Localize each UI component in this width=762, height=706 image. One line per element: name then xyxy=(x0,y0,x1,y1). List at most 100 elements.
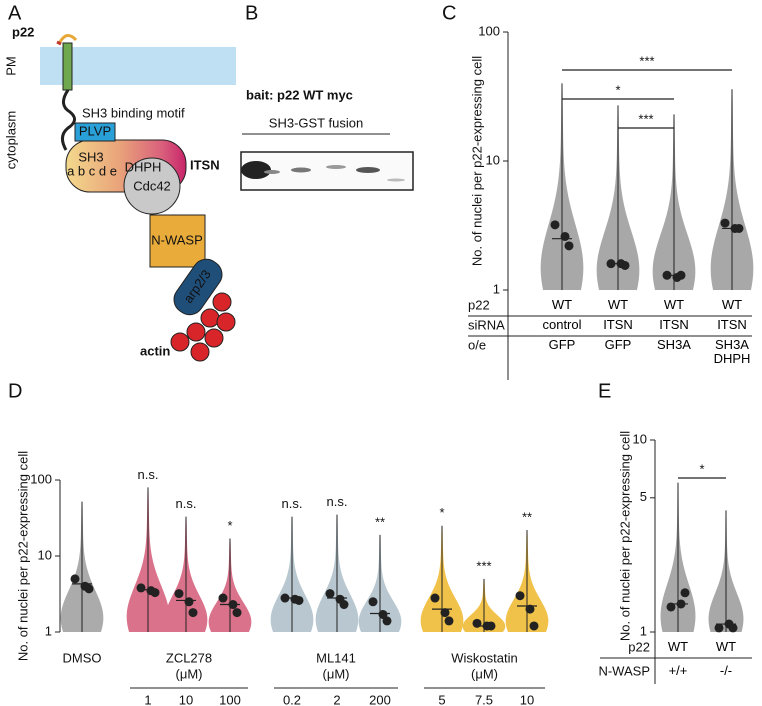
table-cell: ITSN xyxy=(717,318,747,332)
table-cell: WT xyxy=(667,640,689,654)
replicate-dot xyxy=(550,220,560,230)
bracket-label: * xyxy=(615,82,620,97)
y-tick-label: 10 xyxy=(38,547,52,562)
table-cell-box: WT xyxy=(667,640,689,654)
x-tick-label: 2 xyxy=(333,692,340,706)
table-cell-box: WT xyxy=(716,640,736,654)
panel-label: B xyxy=(245,2,258,24)
membrane xyxy=(40,47,236,85)
arp-box xyxy=(173,258,223,316)
table-cell-box: ITSN xyxy=(603,318,633,332)
nwasp-box xyxy=(149,214,206,268)
replicate-dot xyxy=(218,593,228,603)
significance: * xyxy=(227,518,232,533)
panel-label: E xyxy=(598,380,611,402)
y-tick-label: 10 xyxy=(633,431,647,446)
significance: n.s. xyxy=(327,494,348,509)
row-label: siRNA xyxy=(468,317,505,332)
replicate-dot xyxy=(486,621,496,631)
label: a b c d e xyxy=(67,163,117,178)
replicate-dot xyxy=(232,608,242,618)
significance: ** xyxy=(522,509,532,524)
replicate-dot xyxy=(515,591,525,601)
table-cell-box: +/+ xyxy=(669,664,688,678)
replicate-dot xyxy=(228,600,238,610)
table-cell-box: GFP xyxy=(548,338,576,352)
blot-panel: bait: p22 WT myc SH3-GST fusion xyxy=(240,87,414,191)
replicate-dot xyxy=(280,593,290,603)
replicate-dot xyxy=(430,593,440,603)
x-tick-label: 7.5 xyxy=(475,692,493,706)
replicate-dot xyxy=(150,588,160,598)
label: p22 xyxy=(12,24,34,39)
x-tick-label: 0.2 xyxy=(283,692,301,706)
x-tick-label: 10 xyxy=(520,692,534,706)
replicate-dot xyxy=(728,623,738,633)
row-label: p22 xyxy=(468,297,490,312)
table-cell-box: WT xyxy=(607,298,629,312)
group-unit: (μM) xyxy=(176,666,203,681)
label: SH3 binding motif xyxy=(82,105,185,120)
bands xyxy=(241,161,405,182)
table-cell: GFP xyxy=(604,338,632,352)
replicate-dot xyxy=(472,618,482,628)
table-cell: ITSN xyxy=(603,318,633,332)
y-tick-label: 1 xyxy=(640,623,647,638)
blot-title: bait: p22 WT myc xyxy=(246,87,353,102)
replicate-dot xyxy=(440,608,450,618)
y-tick-label: 1 xyxy=(45,623,52,638)
x-tick-label: 1 xyxy=(144,692,151,706)
x-tick-label: 200 xyxy=(369,692,391,706)
table-cell: WT xyxy=(663,298,685,312)
significance: n.s. xyxy=(282,496,303,511)
replicate-dot xyxy=(676,599,686,609)
actin-blobs xyxy=(170,292,236,362)
replicate-dot xyxy=(662,270,672,280)
y-axis-label: No. of nuclei per p22-expressing cell xyxy=(15,451,30,661)
table-cell: WT xyxy=(607,298,629,312)
label: actin xyxy=(140,343,170,358)
replicate-dot xyxy=(136,583,146,593)
label: DHPH xyxy=(125,159,162,174)
group-unit: (μM) xyxy=(471,666,498,681)
replicate-dot xyxy=(620,260,630,270)
table-cell: GFP xyxy=(548,338,576,352)
group-label: ML141 xyxy=(316,650,356,665)
replicate-dot xyxy=(84,584,94,594)
replicate-dot xyxy=(734,223,744,233)
y-tick-label: 100 xyxy=(30,471,52,486)
table-cell-box: SH3A DHPH xyxy=(714,338,751,366)
table-cell: SH3A xyxy=(657,338,691,352)
replicate-dot xyxy=(720,218,730,228)
significance: ** xyxy=(375,514,385,529)
replicate-dot xyxy=(714,623,724,633)
table-cell-box: ITSN xyxy=(717,318,747,332)
table-cell-box: WT xyxy=(721,298,743,312)
y-tick-label: 100 xyxy=(478,23,500,38)
x-tick-label: 10 xyxy=(179,692,193,706)
loop xyxy=(58,34,78,43)
p22-tm xyxy=(62,42,73,91)
replicate-dot xyxy=(188,608,198,618)
label: N-WASP xyxy=(151,232,203,247)
label: cytoplasm xyxy=(3,111,18,170)
replicate-dot xyxy=(606,259,616,269)
diagram: p22 PM cytoplasm SH3 binding motif PLVP … xyxy=(3,24,236,362)
significance: * xyxy=(439,505,444,520)
label: SH3 xyxy=(78,149,103,164)
y-axis-label: No. of nuclei per p22-expressing cell xyxy=(469,56,484,266)
replicate-dot xyxy=(325,589,335,599)
y-tick-label: 10 xyxy=(486,152,500,167)
panel-label: D xyxy=(8,380,22,402)
tip xyxy=(56,40,62,46)
table-cell-box: GFP xyxy=(604,338,632,352)
label: PM xyxy=(3,56,18,76)
table-cell: WT xyxy=(721,298,743,312)
replicate-dot xyxy=(368,597,378,607)
significance: n.s. xyxy=(138,467,159,482)
y-tick-label: 1 xyxy=(493,281,500,296)
group-label: Wiskostatin xyxy=(451,650,517,665)
replicate-dot xyxy=(70,574,80,584)
table-cell: -/- xyxy=(719,664,733,678)
